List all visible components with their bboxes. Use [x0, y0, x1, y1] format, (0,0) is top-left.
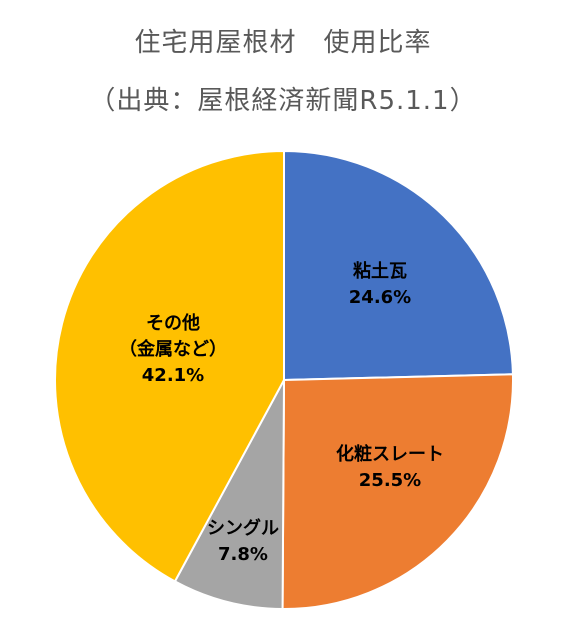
- pie-labels: 粘土瓦 24.6% 化粧スレート 25.5% シングル 7.8% その他 （金属など） 42.1…: [119, 260, 444, 565]
- pie-slices: [54, 149, 514, 611]
- pie-label-4-line-3: 42.1%: [142, 365, 204, 386]
- pie-label-4-line-2: （金属など）: [119, 338, 227, 360]
- pie-slice-1: [283, 149, 514, 382]
- chart-title: 住宅用屋根材 使用比率: [134, 28, 432, 58]
- pie-slice-2: [281, 373, 514, 611]
- pie-label-2-line-1: 化粧スレート: [336, 443, 444, 465]
- pie-label-1-line-2: 24.6%: [349, 287, 411, 308]
- pie-label-1-line-1: 粘土瓦: [353, 260, 407, 282]
- pie-label-3-line-2: 7.8%: [218, 544, 268, 565]
- pie-slice-3: [173, 379, 285, 611]
- pie-label-3-line-1: シングル: [207, 517, 279, 539]
- chart-title-block: 住宅用屋根材 使用比率 （出典：屋根経済新聞R5.1.1）: [0, 26, 566, 142]
- chart-subtitle: （出典：屋根経済新聞R5.1.1）: [89, 86, 477, 116]
- pie-label-4-line-1: その他: [146, 312, 200, 334]
- pie-slice-4: [54, 149, 285, 583]
- pie-label-2-line-2: 25.5%: [359, 470, 421, 491]
